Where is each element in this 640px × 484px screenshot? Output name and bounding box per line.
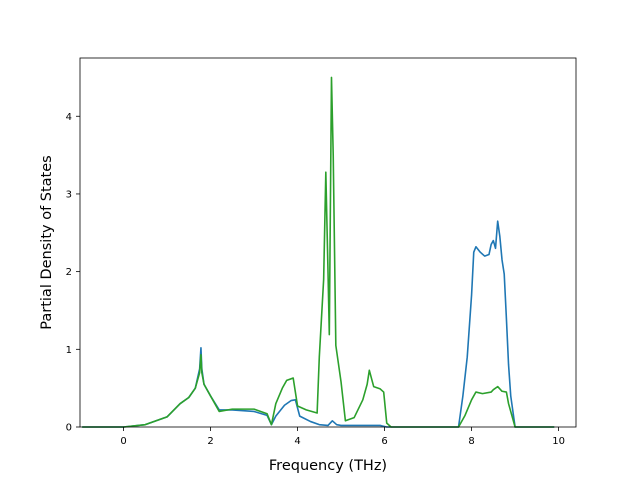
y-axis-ticks: 0 1 2 3 4 [66, 112, 80, 434]
x-axis-ticks: 0 2 4 6 8 10 [120, 427, 565, 447]
y-tick-label: 4 [66, 112, 72, 123]
x-tick-label: 8 [468, 436, 474, 447]
x-axis-label: Frequency (THz) [269, 458, 387, 474]
y-tick-label: 3 [66, 189, 72, 200]
series-layer [82, 76, 555, 428]
x-tick-label: 10 [552, 436, 565, 447]
x-tick-label: 0 [120, 436, 126, 447]
y-axis-label: Partial Density of States [39, 155, 55, 329]
x-tick-label: 2 [207, 436, 213, 447]
y-tick-label: 0 [66, 423, 72, 434]
x-tick-label: 6 [381, 436, 387, 447]
y-tick-label: 1 [66, 345, 72, 356]
y-tick-label: 2 [66, 267, 72, 278]
x-tick-label: 4 [294, 436, 300, 447]
plot-frame [79, 57, 577, 428]
series-line-2 [82, 76, 555, 428]
